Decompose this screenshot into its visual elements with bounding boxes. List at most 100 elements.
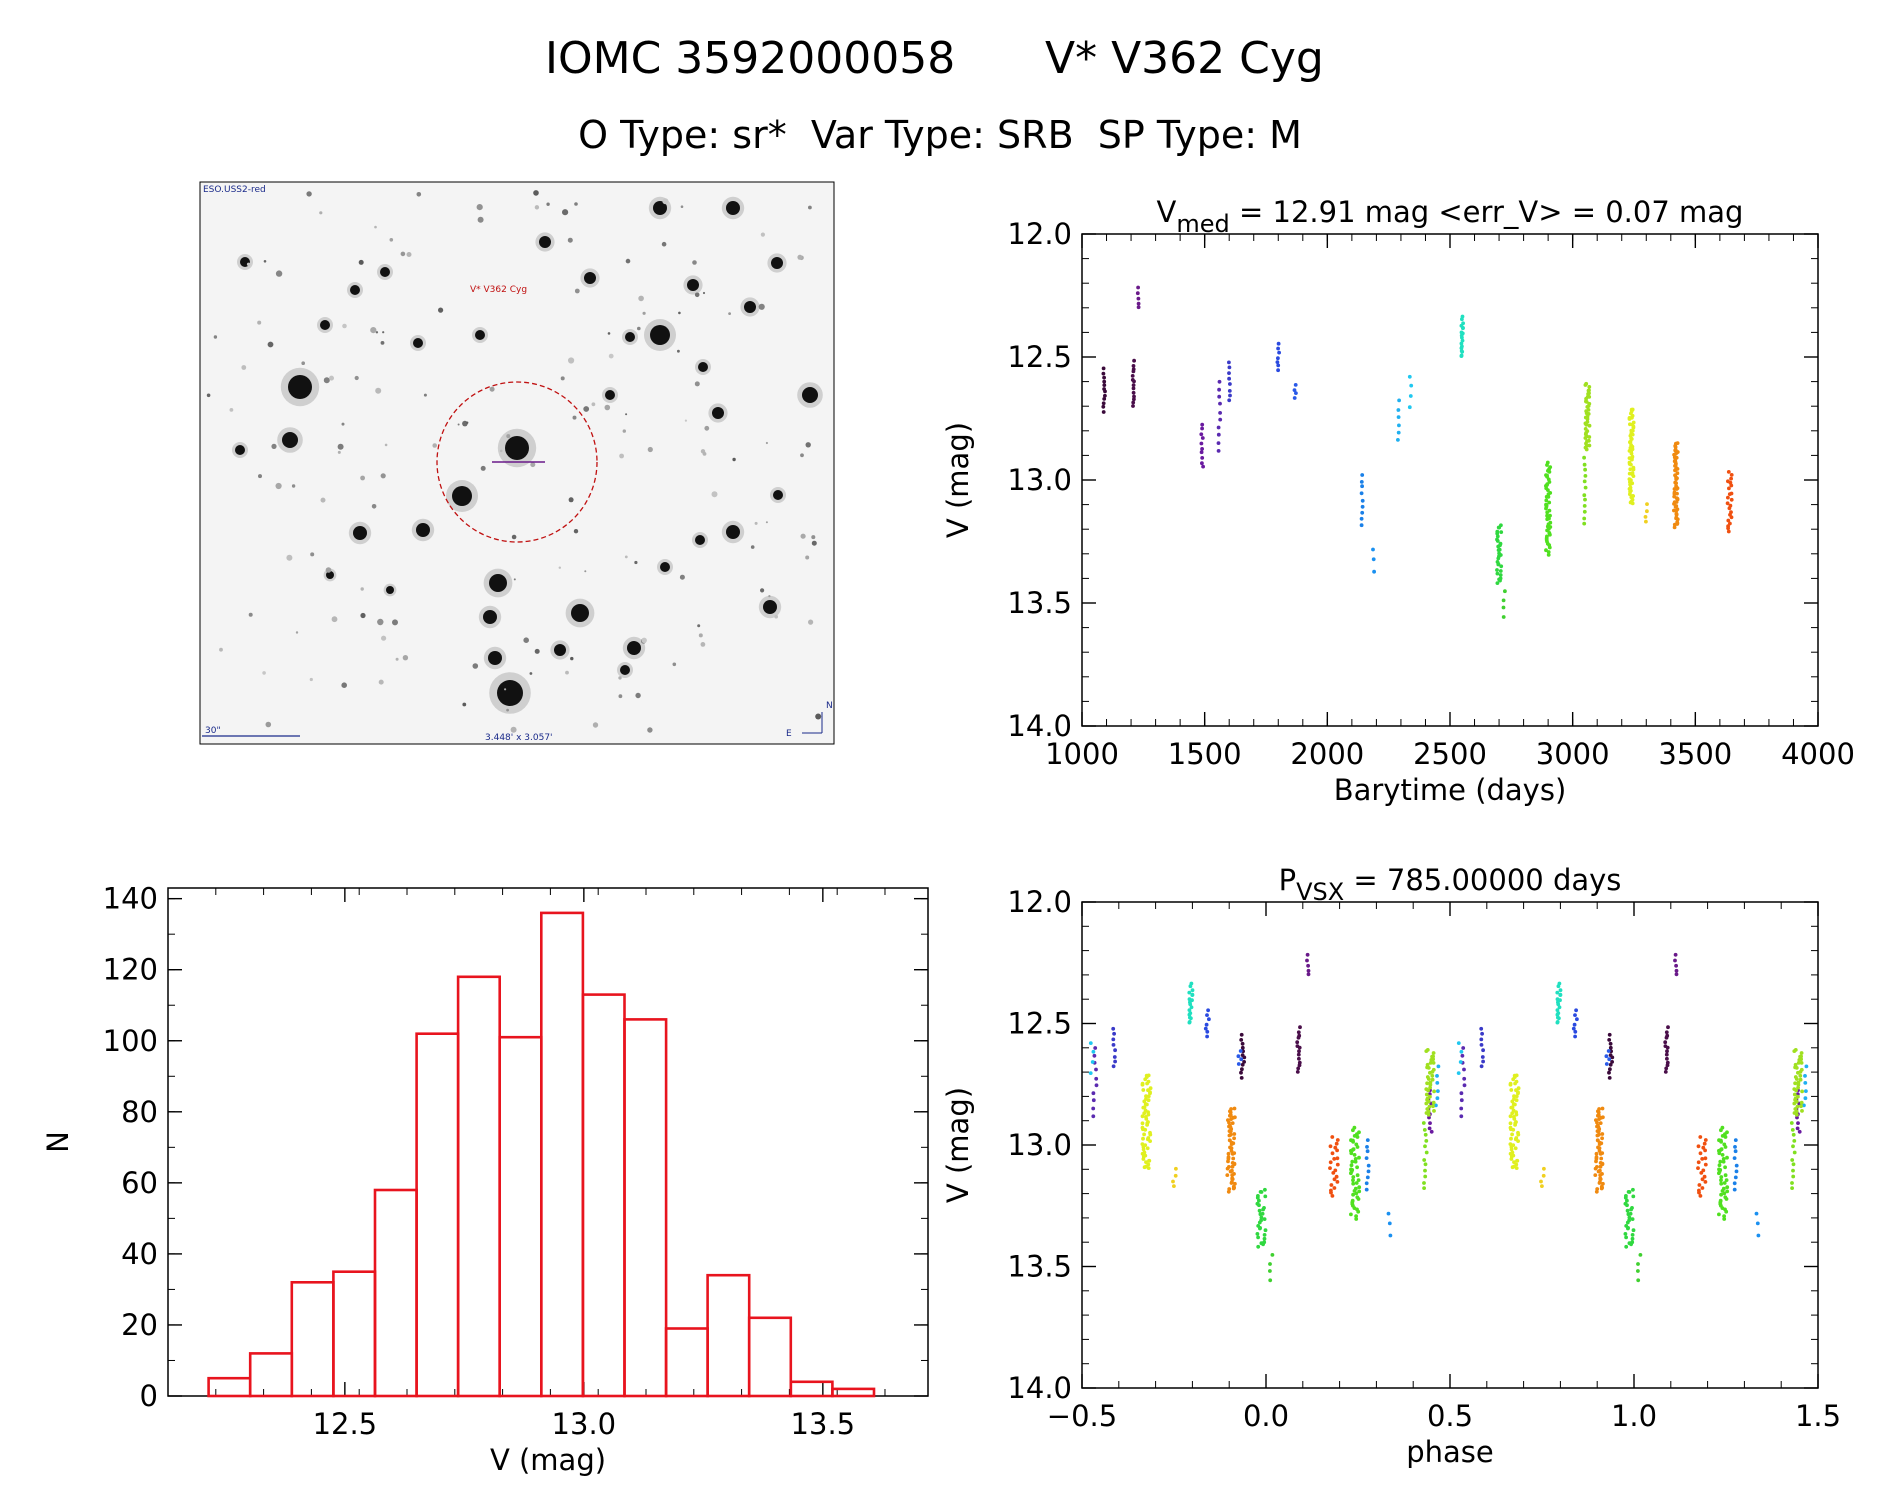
- data-point: [1396, 408, 1401, 412]
- phase-point: [1386, 1211, 1391, 1216]
- phase-point: [1233, 1181, 1237, 1186]
- data-point: [1672, 508, 1676, 513]
- star: [702, 291, 706, 295]
- phase-point: [1732, 1156, 1737, 1160]
- phase-point: [1793, 1081, 1797, 1086]
- histogram-bar: [664, 1327, 709, 1398]
- phase-point: [1804, 1089, 1808, 1093]
- phase-point: [1431, 1051, 1436, 1055]
- data-point: [1503, 589, 1507, 594]
- phase-point: [1229, 1142, 1234, 1146]
- phase-point: [1607, 1057, 1612, 1062]
- star: [533, 190, 539, 196]
- data-point: [1495, 534, 1500, 539]
- phase-point: [1423, 1174, 1428, 1179]
- star: [800, 533, 806, 539]
- phase-point: [1722, 1217, 1727, 1221]
- histogram-bar: [332, 1270, 377, 1398]
- phase-point: [1226, 1151, 1231, 1156]
- data-point: [1545, 513, 1549, 518]
- data-point: [1727, 486, 1731, 491]
- star: [488, 651, 502, 665]
- data-point: [1218, 411, 1222, 415]
- data-point: [1586, 392, 1590, 396]
- data-point: [1359, 491, 1364, 496]
- data-point: [1546, 553, 1551, 557]
- data-point: [1216, 449, 1221, 453]
- star: [700, 642, 706, 647]
- phase-point: [1422, 1158, 1427, 1162]
- star: [248, 612, 253, 617]
- star: [760, 588, 765, 593]
- star: [329, 375, 334, 381]
- data-point: [1293, 383, 1298, 387]
- phase-point: [1607, 1032, 1612, 1037]
- phase-point: [1113, 1059, 1117, 1064]
- data-point: [1547, 470, 1552, 474]
- phase-point: [1663, 1040, 1668, 1045]
- phase-point: [1144, 1094, 1148, 1099]
- phase-point: [1480, 1031, 1484, 1036]
- phase-point: [1719, 1192, 1723, 1197]
- phase-point: [1799, 1061, 1804, 1065]
- star: [618, 694, 623, 699]
- phase-point: [1426, 1077, 1431, 1081]
- phase-point: [1355, 1173, 1360, 1178]
- phase-point: [1791, 1174, 1796, 1179]
- phase-point: [1509, 1088, 1514, 1092]
- phase-point: [1573, 1013, 1577, 1017]
- phase-point: [1239, 1076, 1244, 1080]
- phase-point: [1456, 1071, 1461, 1075]
- phase-point: [1188, 1002, 1193, 1007]
- data-point: [1495, 568, 1499, 572]
- phase-point: [1239, 1038, 1244, 1042]
- phase-point: [1355, 1145, 1360, 1149]
- phase-point: [1351, 1175, 1356, 1179]
- phase-point: [1733, 1145, 1737, 1149]
- phase-point: [1335, 1148, 1339, 1153]
- star: [680, 205, 684, 208]
- phase-point: [1721, 1159, 1726, 1164]
- phase-point: [1626, 1190, 1631, 1194]
- phase-point: [1790, 1158, 1795, 1162]
- data-point: [1501, 598, 1506, 603]
- data-point: [1545, 510, 1550, 515]
- phase-point: [1638, 1253, 1643, 1257]
- star: [353, 526, 367, 540]
- phase-point: [1335, 1180, 1340, 1184]
- y-tick-label: 13.5: [1007, 1250, 1072, 1284]
- data-point: [1359, 523, 1364, 528]
- phase-point: [1698, 1151, 1703, 1156]
- star: [219, 647, 223, 652]
- star: [647, 727, 653, 733]
- phase-point: [1436, 1064, 1441, 1069]
- phase-point: [1720, 1153, 1725, 1157]
- data-point: [1459, 341, 1464, 346]
- star: [619, 453, 624, 459]
- histogram-bar: [498, 1035, 543, 1398]
- star: [620, 665, 630, 675]
- phase-point: [1610, 1060, 1614, 1064]
- star: [534, 648, 540, 654]
- star: [320, 320, 330, 330]
- phase-point: [1354, 1191, 1359, 1196]
- phase-point: [1255, 1195, 1260, 1200]
- phase-point: [1462, 1083, 1467, 1088]
- phase-point: [1423, 1132, 1428, 1137]
- data-point: [1200, 447, 1204, 451]
- data-point: [1200, 436, 1205, 440]
- data-point: [1132, 358, 1136, 363]
- star: [546, 202, 550, 206]
- phase-point: [1734, 1169, 1739, 1174]
- phase-point: [1636, 1262, 1640, 1266]
- phase-point: [1734, 1163, 1739, 1168]
- phase-point: [1703, 1148, 1707, 1153]
- phase-point: [1365, 1138, 1370, 1142]
- phase-point: [1607, 1076, 1612, 1080]
- phase-point: [1790, 1181, 1794, 1185]
- phase-point: [1329, 1190, 1333, 1195]
- phase-point: [1141, 1136, 1145, 1141]
- phase-point: [1257, 1198, 1261, 1203]
- phase-point: [1113, 1048, 1117, 1053]
- phase-point: [1794, 1088, 1798, 1093]
